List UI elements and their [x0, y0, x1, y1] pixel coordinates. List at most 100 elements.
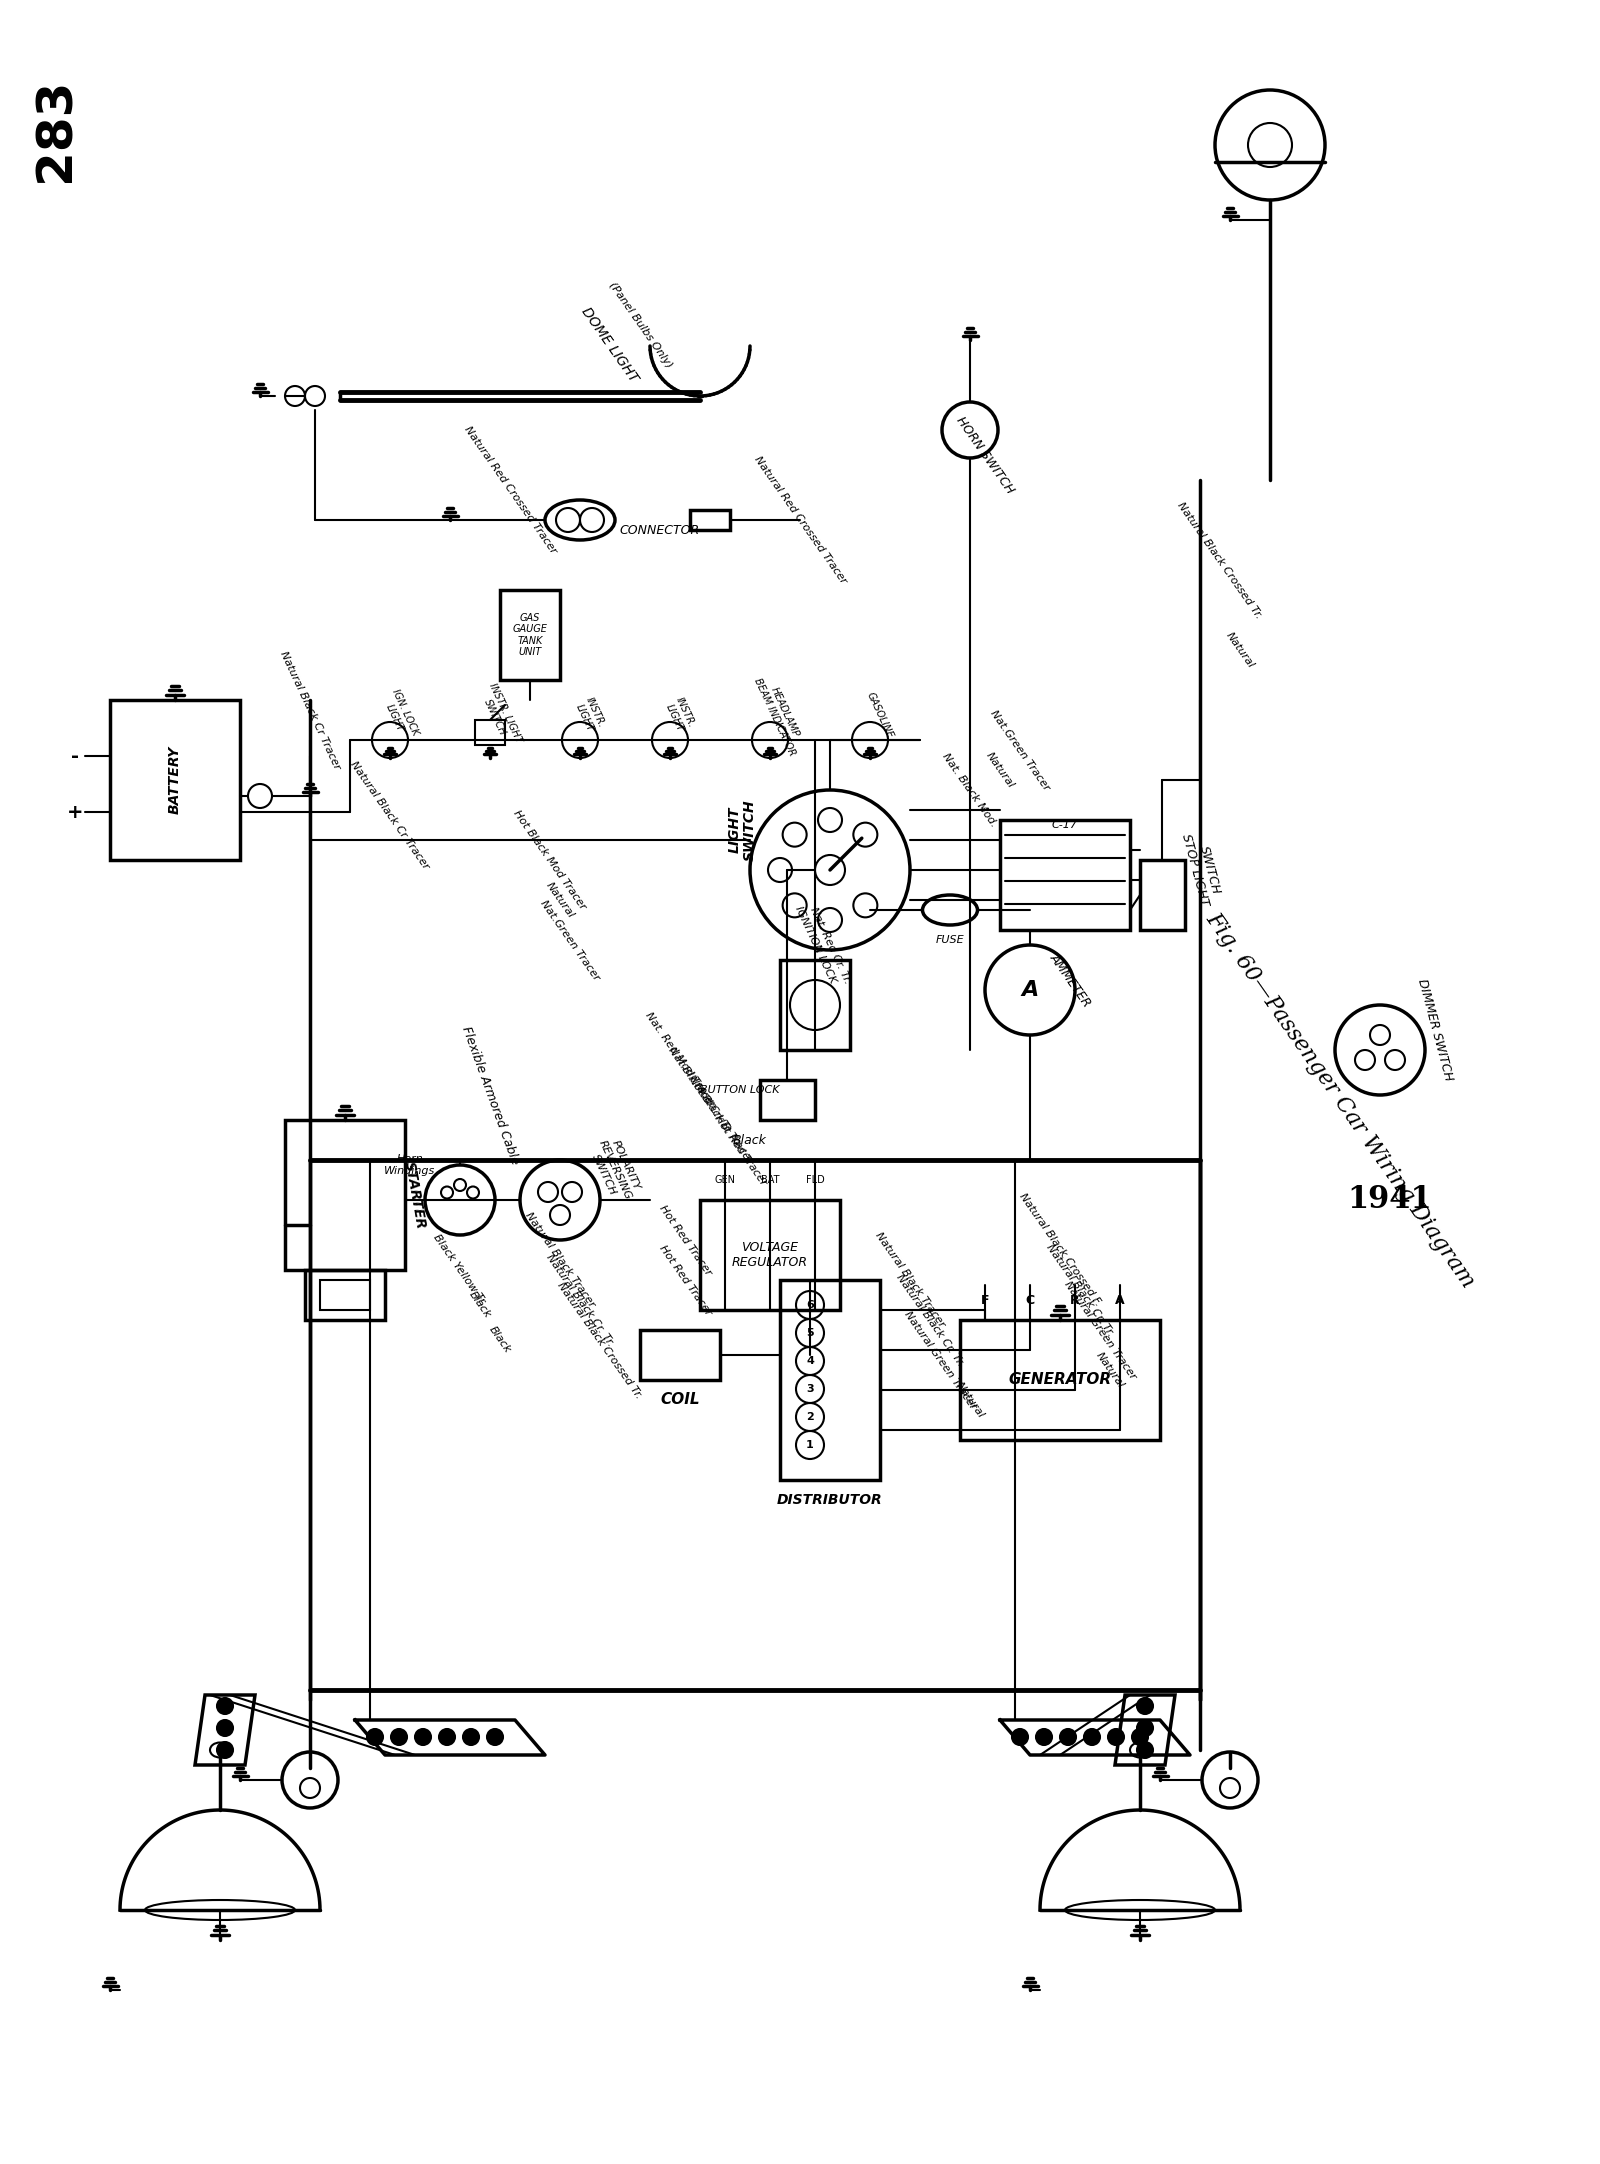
Text: 3: 3: [806, 1385, 814, 1394]
Circle shape: [366, 1729, 382, 1744]
Text: Natural: Natural: [1094, 1350, 1126, 1389]
Circle shape: [1138, 1699, 1154, 1714]
Text: COIL: COIL: [661, 1391, 699, 1407]
Text: FLD: FLD: [806, 1175, 824, 1186]
Text: STARTER: STARTER: [402, 1160, 427, 1229]
Text: 5: 5: [806, 1329, 814, 1337]
Text: Hot Red Tracer: Hot Red Tracer: [658, 1203, 714, 1277]
Circle shape: [486, 1729, 502, 1744]
Text: BAT: BAT: [760, 1175, 779, 1186]
Text: (Panel Bulbs Only): (Panel Bulbs Only): [606, 279, 674, 370]
Text: Natural Black Tracer: Natural Black Tracer: [523, 1210, 597, 1309]
Text: IGN. LOCK
LIGHT: IGN. LOCK LIGHT: [379, 688, 421, 742]
Text: Nat. Red Cr. Tr.: Nat. Red Cr. Tr.: [808, 905, 853, 985]
Text: HORN SWITCH: HORN SWITCH: [954, 413, 1016, 496]
Text: Horn
Windings: Horn Windings: [384, 1153, 435, 1175]
Bar: [960, 1320, 1160, 1439]
Text: 6: 6: [806, 1301, 814, 1309]
Text: DISTRIBUTOR: DISTRIBUTOR: [778, 1493, 883, 1506]
Text: INSTR. LIGHT
SWITCH: INSTR. LIGHT SWITCH: [477, 682, 523, 749]
Text: Black: Black: [733, 1134, 766, 1147]
Circle shape: [218, 1699, 234, 1714]
Bar: [760, 1080, 814, 1121]
Bar: [781, 1279, 880, 1480]
Bar: [475, 721, 506, 744]
Text: A: A: [1021, 980, 1038, 1000]
Circle shape: [1138, 1742, 1154, 1757]
Text: 283: 283: [30, 78, 78, 182]
Text: 2: 2: [806, 1411, 814, 1422]
Text: Natural Black Crossed Tr.: Natural Black Crossed Tr.: [555, 1279, 645, 1400]
Bar: [306, 1270, 386, 1320]
Text: INSTR.
LIGHT: INSTR. LIGHT: [573, 697, 606, 734]
Circle shape: [1138, 1720, 1154, 1736]
Text: VOLTAGE
REGULATOR: VOLTAGE REGULATOR: [733, 1240, 808, 1268]
Text: STOP LIGHT: STOP LIGHT: [1179, 833, 1211, 907]
Text: FUSE: FUSE: [936, 935, 965, 946]
Text: Hot Red Tracer: Hot Red Tracer: [712, 1112, 768, 1188]
Text: HEADLAMP
BEAM INDICATOR: HEADLAMP BEAM INDICATOR: [752, 673, 808, 757]
Bar: [499, 591, 560, 679]
Text: SWITCH: SWITCH: [1197, 844, 1222, 896]
Text: C-17: C-17: [1053, 820, 1078, 831]
Text: Hot Black Mod Tracer: Hot Black Mod Tracer: [512, 809, 589, 911]
Text: F: F: [981, 1294, 989, 1307]
Text: Nat. Black Mod.: Nat. Black Mod.: [941, 751, 998, 829]
Text: Hot Red Tracer: Hot Red Tracer: [658, 1242, 714, 1318]
Bar: [781, 961, 850, 1050]
Text: Flexible Armored Cable: Flexible Armored Cable: [459, 1024, 522, 1166]
Text: AMMETER: AMMETER: [1046, 950, 1093, 1008]
Text: Natural Red Crossed Tracer: Natural Red Crossed Tracer: [462, 424, 558, 556]
Circle shape: [218, 1720, 234, 1736]
Text: Natural Black Cr. Tr.: Natural Black Cr. Tr.: [1045, 1242, 1115, 1337]
Text: Natural: Natural: [954, 1381, 986, 1420]
Text: Not.Black D Tracer: Not.Black D Tracer: [686, 1076, 754, 1166]
Text: LIGHT: LIGHT: [728, 807, 742, 853]
Text: 1941: 1941: [1347, 1184, 1432, 1216]
Text: Natural Black Crossed F.: Natural Black Crossed F.: [1018, 1192, 1102, 1309]
Circle shape: [1133, 1729, 1149, 1744]
Text: Natural Black Cr. Tr.: Natural Black Cr. Tr.: [894, 1272, 966, 1368]
Text: BATTERY: BATTERY: [168, 747, 182, 814]
Text: -: -: [70, 747, 78, 766]
Bar: [285, 1121, 405, 1270]
Text: Nat.Blk.Mod Cr. Tr.: Nat.Blk.Mod Cr. Tr.: [667, 1045, 733, 1134]
Text: CONNECTOR: CONNECTOR: [619, 524, 701, 537]
Text: Natural: Natural: [544, 881, 576, 920]
Bar: [640, 1331, 720, 1381]
Text: IGNITION LOCK: IGNITION LOCK: [792, 905, 837, 985]
Circle shape: [390, 1729, 406, 1744]
Text: +: +: [67, 803, 83, 822]
Circle shape: [1013, 1729, 1027, 1744]
Text: 1: 1: [806, 1439, 814, 1450]
Bar: [110, 699, 240, 859]
Text: DIMMER SWITCH: DIMMER SWITCH: [1414, 978, 1454, 1082]
Text: BUTTON LOCK: BUTTON LOCK: [701, 1084, 779, 1095]
Text: Natural Black Tracer: Natural Black Tracer: [874, 1231, 947, 1329]
Text: GASOLINE: GASOLINE: [866, 690, 894, 740]
Text: Nat.Green Tracer: Nat.Green Tracer: [989, 708, 1051, 792]
Text: Black: Black: [488, 1324, 512, 1355]
Circle shape: [1037, 1729, 1053, 1744]
Bar: [1139, 859, 1186, 931]
Circle shape: [1059, 1729, 1075, 1744]
Text: Natural Black Cr. Tr.: Natural Black Cr. Tr.: [544, 1253, 616, 1348]
Text: GEN: GEN: [715, 1175, 736, 1186]
Text: INSTR.
LIGHT: INSTR. LIGHT: [664, 697, 696, 734]
Circle shape: [438, 1729, 454, 1744]
Text: C: C: [1026, 1294, 1035, 1307]
Circle shape: [1085, 1729, 1101, 1744]
Text: Natural Black Cr Tracer: Natural Black Cr Tracer: [349, 760, 430, 870]
Text: SWITCH: SWITCH: [742, 799, 757, 861]
Bar: [320, 1279, 370, 1309]
Text: GENERATOR: GENERATOR: [1008, 1372, 1112, 1387]
Circle shape: [1107, 1729, 1123, 1744]
Text: Black Yellow Tr.: Black Yellow Tr.: [432, 1233, 488, 1307]
Circle shape: [414, 1729, 430, 1744]
Text: A: A: [1115, 1294, 1125, 1307]
Text: Natural Green Tracer: Natural Green Tracer: [902, 1309, 978, 1411]
Text: 4: 4: [806, 1357, 814, 1365]
Text: Natural Black Crossed Tr.: Natural Black Crossed Tr.: [1176, 500, 1264, 621]
Text: Natural: Natural: [984, 751, 1016, 790]
Text: POLARITY
REVERSING
SWITCH: POLARITY REVERSING SWITCH: [586, 1134, 643, 1205]
